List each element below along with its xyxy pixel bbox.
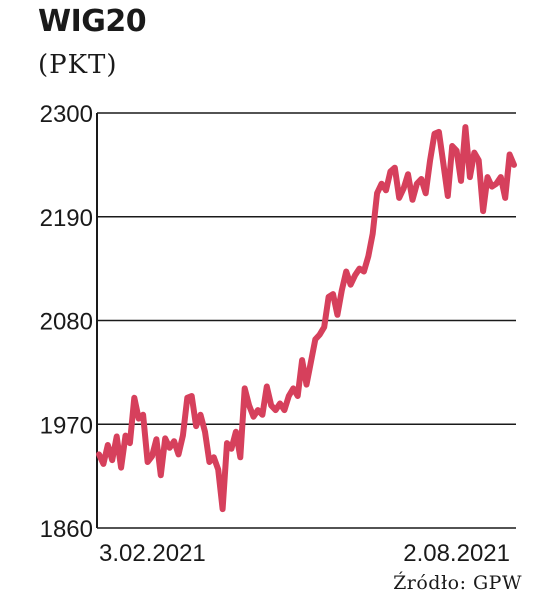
y-tick-label: 2080 <box>40 309 93 336</box>
chart-unit: (PKT) <box>38 50 118 80</box>
series-line-wig20 <box>96 124 517 513</box>
source-note: Źródło: GPW <box>393 572 522 594</box>
x-tick-label: 2.08.2021 <box>403 540 510 567</box>
y-tick-label: 2190 <box>40 205 93 232</box>
y-tick-label: 2300 <box>40 101 93 128</box>
x-tick-label: 3.02.2021 <box>99 540 206 567</box>
y-tick-label: 1970 <box>40 412 93 439</box>
chart-title: WIG20 <box>38 4 147 39</box>
y-tick-label: 1860 <box>40 516 93 543</box>
